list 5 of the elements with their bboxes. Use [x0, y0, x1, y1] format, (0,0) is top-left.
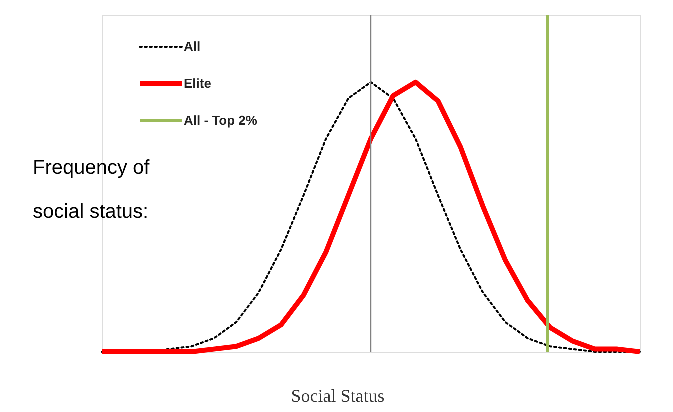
legend-label: Elite [184, 76, 212, 91]
x-axis-title: Social Status [291, 386, 385, 406]
legend-label: All [184, 39, 201, 54]
annotation: All - Top 2% [184, 113, 258, 128]
y-axis-title: Frequency of social status: [33, 157, 150, 223]
